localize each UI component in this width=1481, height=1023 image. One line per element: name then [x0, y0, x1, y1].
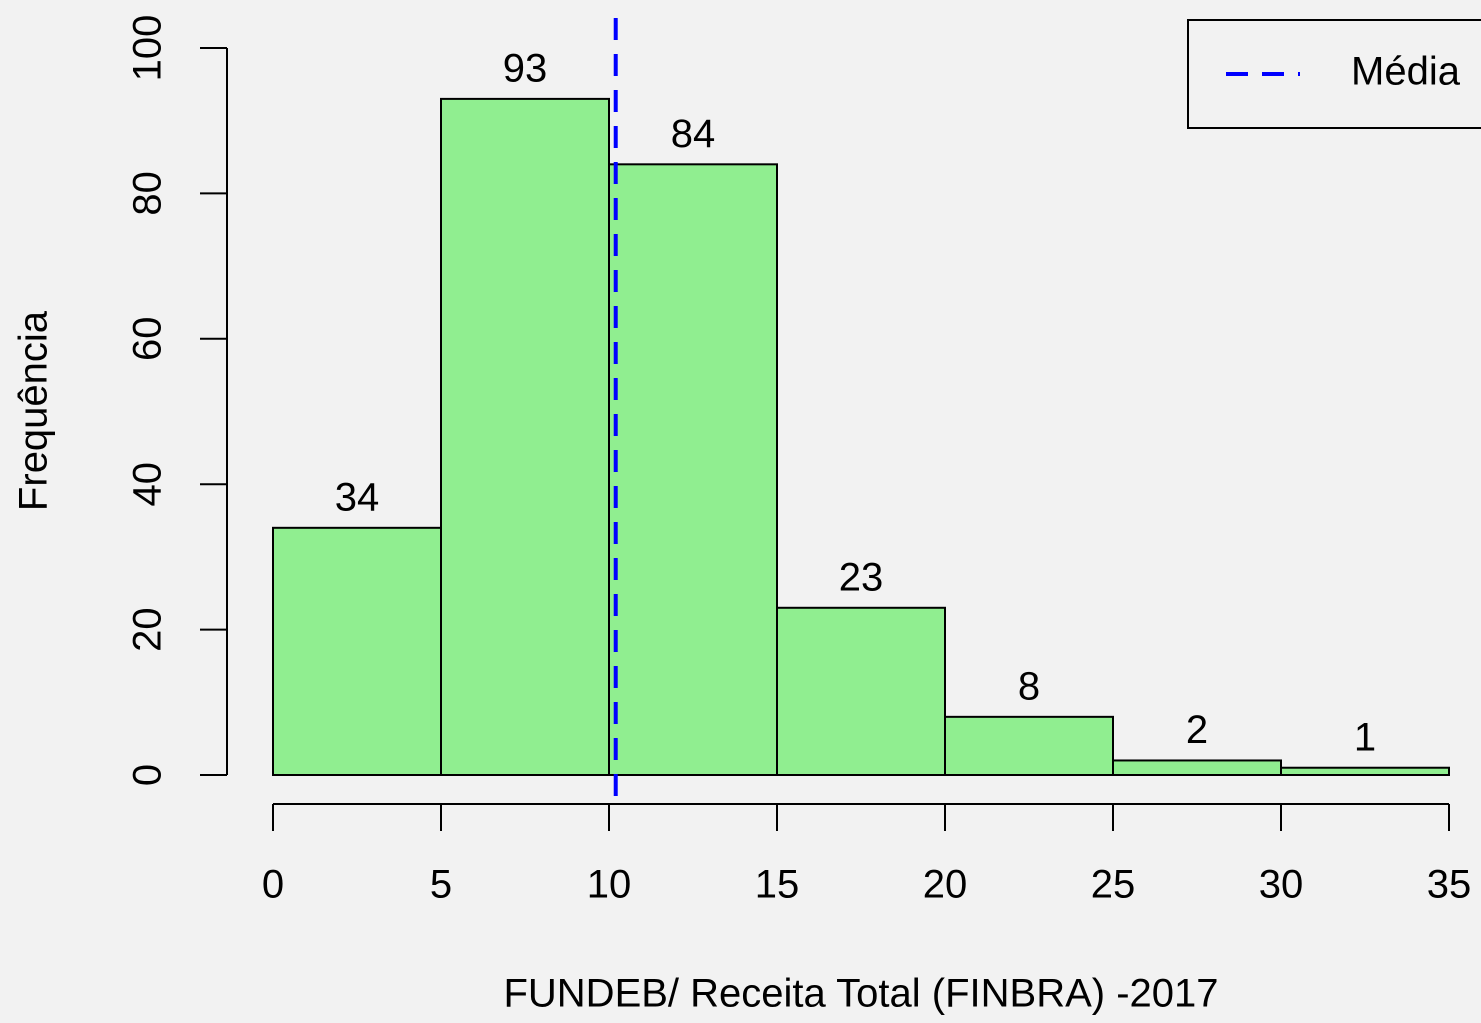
x-tick-label: 10 — [587, 863, 632, 907]
y-tick-label: 0 — [126, 764, 170, 786]
x-tick-label: 0 — [262, 863, 284, 907]
legend-box — [1187, 19, 1481, 129]
y-axis-label: Frequência — [12, 310, 56, 511]
y-tick-label: 100 — [126, 15, 170, 82]
data-label: 93 — [503, 46, 548, 90]
legend-label: Média — [1351, 50, 1461, 94]
bar — [608, 163, 778, 776]
bar — [440, 97, 610, 776]
data-label: 34 — [335, 475, 380, 519]
bar — [944, 715, 1114, 777]
y-tick-label: 20 — [126, 607, 170, 652]
x-tick-label: 25 — [1091, 863, 1136, 907]
x-tick-label: 5 — [430, 863, 452, 907]
data-label: 23 — [839, 555, 884, 599]
data-label: 1 — [1354, 715, 1376, 759]
y-tick-label: 80 — [126, 171, 170, 216]
y-tick-label: 60 — [126, 317, 170, 362]
bar — [272, 526, 442, 776]
bar — [1112, 759, 1282, 777]
data-label: 2 — [1186, 708, 1208, 752]
bar — [776, 606, 946, 776]
data-label: 84 — [671, 112, 716, 156]
x-tick-label: 35 — [1427, 863, 1472, 907]
bar — [1280, 766, 1450, 776]
y-tick-label: 40 — [126, 462, 170, 507]
x-tick-label: 30 — [1259, 863, 1304, 907]
data-label: 8 — [1018, 664, 1040, 708]
x-tick-label: 20 — [923, 863, 968, 907]
x-axis-label: FUNDEB/ Receita Total (FINBRA) -2017 — [503, 972, 1218, 1016]
x-tick-label: 15 — [755, 863, 800, 907]
